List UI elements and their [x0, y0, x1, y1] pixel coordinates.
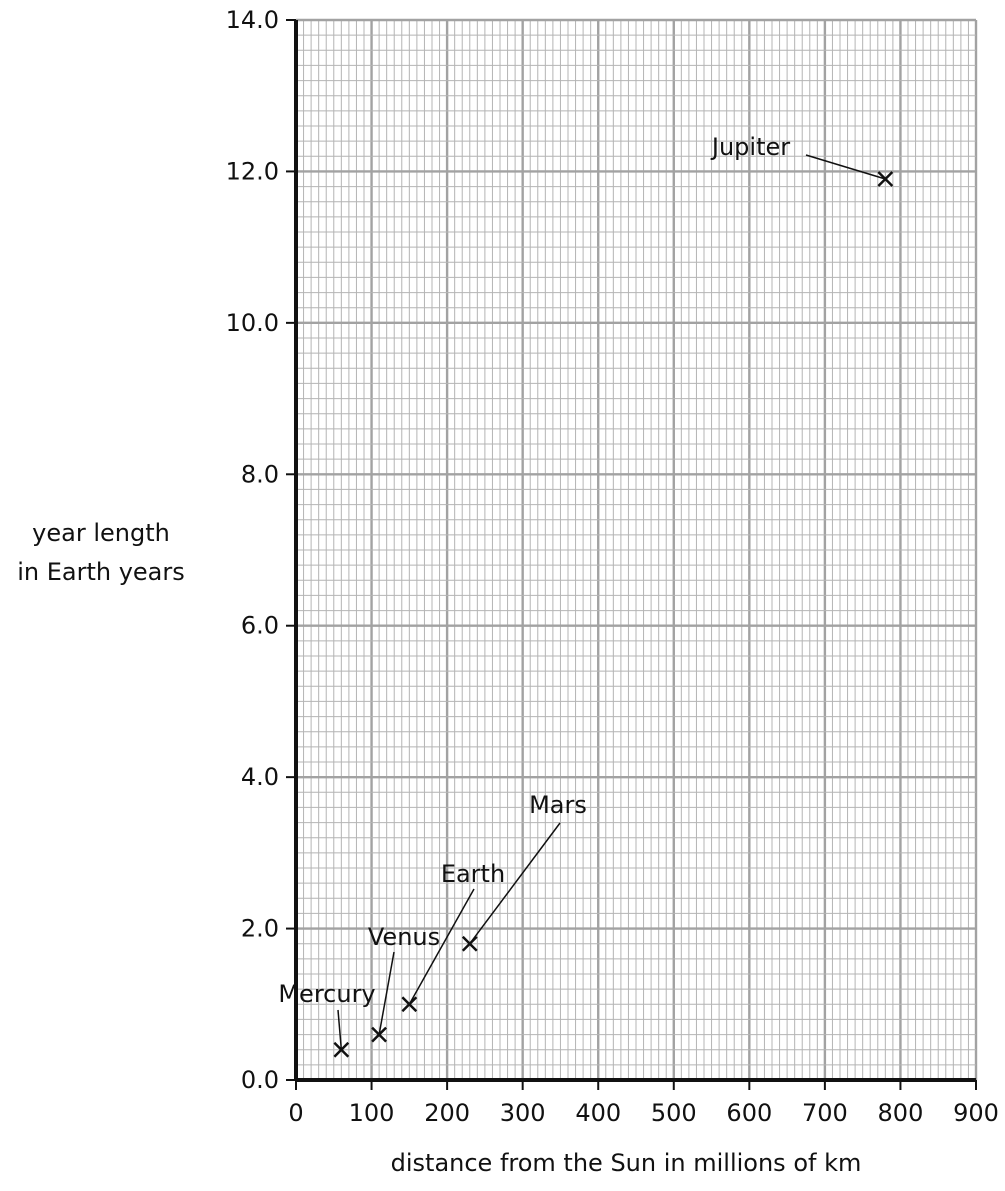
leader-line [337, 1009, 343, 1050]
data-point-jupiter: Jupiter [710, 133, 894, 187]
data-points: Mercury Venus Earth Mars Jupiter [278, 133, 894, 1058]
leader-line [805, 154, 886, 180]
x-tick-label: 0 [288, 1099, 303, 1127]
chart-grid [294, 18, 978, 1082]
x-tick-label: 100 [349, 1099, 395, 1127]
data-point-earth: Earth [401, 860, 505, 1013]
point-label: Venus [368, 923, 440, 951]
leader-line [408, 888, 475, 1005]
chart-axes [286, 19, 977, 1090]
y-tick-label: 0.0 [241, 1066, 279, 1094]
y-tick-label: 10.0 [226, 309, 279, 337]
point-label: Jupiter [710, 133, 790, 161]
point-label: Mercury [278, 980, 375, 1008]
y-tick-label: 14.0 [226, 6, 279, 34]
x-tick-label: 800 [878, 1099, 924, 1127]
point-label: Earth [441, 860, 505, 888]
data-point-mars: Mars [461, 791, 587, 952]
y-tick-label: 6.0 [241, 612, 279, 640]
y-tick-label: 2.0 [241, 915, 279, 943]
y-tick-label: 4.0 [241, 763, 279, 791]
y-tick-label: 8.0 [241, 460, 279, 488]
leader-line [469, 822, 561, 945]
x-tick-label: 400 [575, 1099, 621, 1127]
x-tick-label: 600 [726, 1099, 772, 1127]
x-tick-label: 700 [802, 1099, 848, 1127]
y-axis-title-line-2: in Earth years [17, 558, 185, 586]
data-point-mercury: Mercury [278, 980, 376, 1058]
x-tick-label: 500 [651, 1099, 697, 1127]
tick-labels: 0 100 200 300 400 500 600 700 800 900 0.0 2.0 4.0 6.0… [226, 6, 999, 1127]
x-tick-label: 200 [424, 1099, 470, 1127]
y-axis-title-line-1: year length [32, 519, 170, 547]
point-label: Mars [529, 791, 587, 819]
x-tick-label: 900 [953, 1099, 999, 1127]
y-tick-label: 12.0 [226, 157, 279, 185]
data-point-venus: Venus [368, 923, 440, 1043]
leader-line [378, 951, 395, 1035]
x-tick-label: 300 [500, 1099, 546, 1127]
x-axis-title: distance from the Sun in millions of km [391, 1149, 862, 1177]
